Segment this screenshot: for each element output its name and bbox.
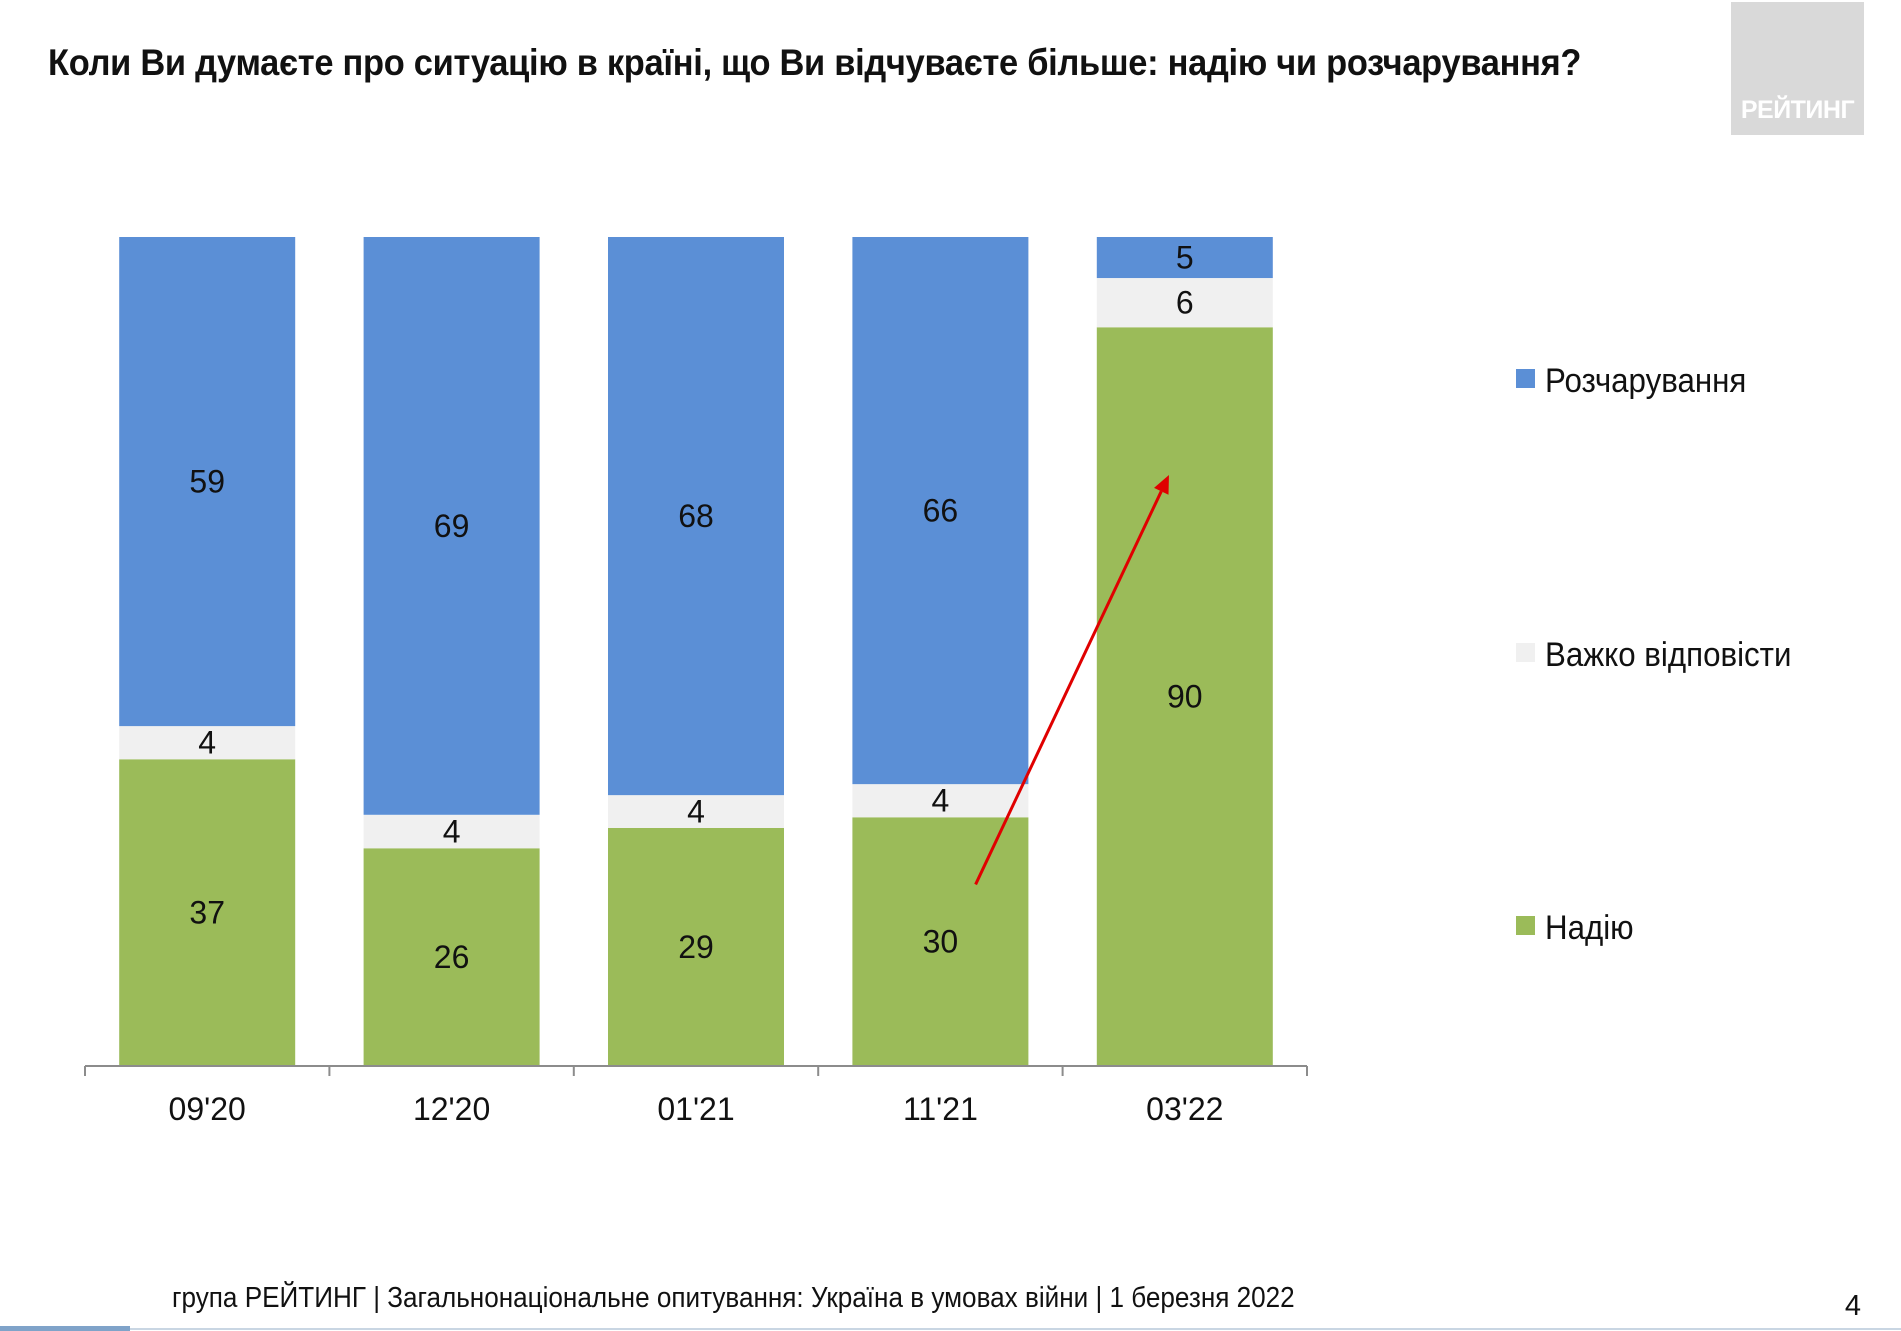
bar-segment — [608, 827, 784, 1066]
bar-segment — [852, 237, 1029, 785]
x-tick-label: 03'22 — [1146, 1091, 1223, 1127]
data-label: 4 — [443, 814, 461, 850]
stacked-bar-chart: 37 4 59 09'20 26 4 69 12'20 29 4 68 01'21 30 4 66 11'21… — [84, 237, 1308, 1127]
legend-swatch — [1516, 915, 1535, 935]
legend-item: Розчарування — [1516, 360, 1764, 400]
logo-text: РЕЙТИНГ — [1740, 96, 1855, 124]
bar-segment — [1096, 327, 1273, 1067]
legend-swatch — [1516, 368, 1535, 388]
bar-segment — [363, 814, 540, 849]
rating-logo: РЕЙТИНГ — [1731, 2, 1864, 135]
bar-segment — [852, 817, 1029, 1066]
legend-label: Надію — [1545, 908, 1634, 947]
data-label: 66 — [923, 493, 959, 529]
legend-swatch — [1516, 642, 1535, 662]
data-label: 30 — [923, 924, 959, 960]
x-tick-label: 01'21 — [657, 1091, 734, 1127]
data-label: 5 — [1176, 240, 1194, 276]
data-label: 26 — [434, 939, 470, 975]
bar-segment — [119, 726, 296, 760]
bar-segment — [1096, 278, 1273, 328]
bar-segment — [1096, 237, 1273, 279]
data-label: 37 — [189, 895, 225, 931]
data-label: 59 — [189, 464, 225, 500]
data-label: 69 — [434, 508, 470, 544]
x-tick-label: 11'21 — [903, 1091, 978, 1127]
page-title: Коли Ви думаєте про ситуацію в країні, щ… — [48, 42, 1582, 83]
bar-segment — [363, 237, 540, 815]
x-tick-label: 12'20 — [413, 1091, 490, 1127]
data-label: 90 — [1167, 679, 1203, 715]
trend-arrow-head — [1154, 475, 1169, 495]
trend-arrow-line — [974, 490, 1163, 886]
data-label: 68 — [678, 498, 714, 534]
bottom-accent-strip — [0, 1326, 130, 1331]
bar-segment — [119, 237, 296, 727]
footer-source: група РЕЙТИНГ | Загальнонаціональне опит… — [172, 1282, 1295, 1314]
page-number: 4 — [1844, 1290, 1861, 1322]
bar-segment — [608, 795, 784, 828]
x-tick-label: 09'20 — [169, 1091, 246, 1127]
legend-label: Важко відповісти — [1545, 635, 1792, 674]
data-label: 6 — [1176, 285, 1194, 321]
legend-label: Розчарування — [1545, 361, 1747, 400]
bar-segment — [363, 848, 540, 1066]
data-label: 4 — [932, 783, 950, 819]
bar-segment — [608, 237, 784, 796]
data-label: 29 — [678, 929, 714, 965]
bottom-divider — [130, 1328, 1901, 1330]
data-label: 4 — [198, 725, 216, 761]
legend-item: Надію — [1516, 907, 1641, 947]
data-label: 4 — [687, 794, 705, 830]
bar-segment — [119, 759, 296, 1066]
bar-segment — [852, 784, 1029, 818]
legend-item: Важко відповісти — [1516, 634, 1813, 674]
